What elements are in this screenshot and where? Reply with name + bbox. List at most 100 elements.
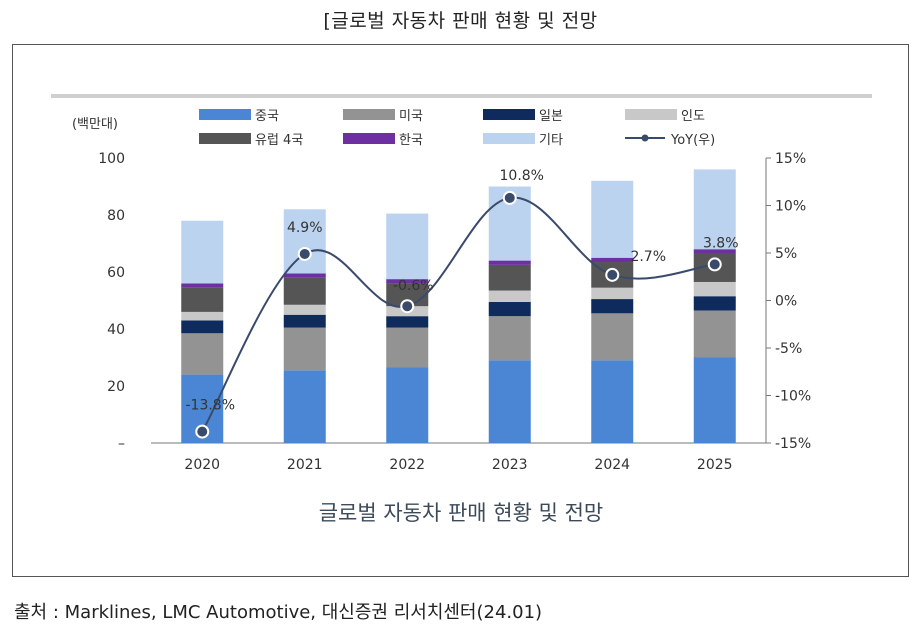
y-right-tick-label: 15% [775,151,806,167]
bar-segment-4 [181,311,224,321]
legend-marker [641,134,649,142]
yoy-data-label: 10.8% [500,168,544,184]
bar-segment-6 [181,283,224,288]
yoy-point [297,246,312,261]
source-note: 출처 : Marklines, LMC Automotive, 대신증권 리서치… [14,602,543,623]
bar-stack-2020 [181,220,224,443]
bar-segment-6 [693,249,736,254]
yoy-point [502,190,517,205]
yoy-data-label: 2.7% [630,249,666,265]
bar-segment-7 [693,169,736,250]
chart-title: 글로벌 자동차 판매 현황 및 전망 [319,501,604,525]
legend-label: 유럽 4국 [255,133,303,148]
bar-segment-1 [283,370,326,443]
bar-segment-1 [488,360,531,443]
yoy-data-label: -13.8% [185,398,235,414]
legend-label: 미국 [399,109,423,124]
legend-swatch [343,133,395,144]
bar-segment-2 [488,316,531,361]
y-right-tick-label: 10% [775,199,806,215]
y-right-tick-label: -15% [775,436,811,452]
bar-segment-7 [283,209,326,274]
legend-swatch [343,109,395,120]
bar-segment-1 [693,357,736,443]
yoy-point [605,267,620,282]
y-right-tick-label: 5% [775,246,797,262]
bar-stack-2024 [591,180,634,443]
yoy-line-path [201,196,715,433]
bar-segment-5 [283,277,326,305]
legend-item: 유럽 4국 [199,133,303,148]
bar-stack-2021 [283,209,326,443]
y-right-tick-label: -5% [775,341,802,357]
bar-segment-2 [283,327,326,371]
legend-swatch [199,133,251,144]
y-left-tick-label: 80 [107,208,125,224]
yoy-point [707,257,722,272]
bar-segment-3 [386,316,429,328]
bar-segment-4 [488,290,531,302]
bar-segment-5 [181,287,224,312]
y-left-tick-label: – [118,436,125,452]
axes: – 20 40 60 80 100 -15% -10% -5% 0% 5% 10% 15% 2020 202… [98,151,811,473]
legend-label: 일본 [539,109,563,124]
bar-segment-4 [693,281,736,297]
bar-segment-2 [693,310,736,358]
yoy-point [195,424,210,439]
yoy-data-label: 3.8% [703,235,739,251]
header-rule [51,94,872,98]
legend-item: YoY(우) [625,133,715,148]
x-tick-label: 2020 [184,457,220,473]
x-tick-label: 2023 [492,457,528,473]
bar-segment-1 [386,367,429,443]
bar-segment-5 [488,264,531,291]
bar-stack-2022 [386,213,429,443]
x-tick-label: 2025 [697,457,733,473]
bar-segment-3 [591,299,634,314]
legend-item: 미국 [343,109,423,124]
bar-segment-2 [181,333,224,375]
bar-stack-2023 [488,186,531,443]
yoy-data-label: -0.6% [393,278,434,294]
legend-label: 인도 [681,109,705,124]
legend-item: 기타 [483,133,563,148]
page-title: [글로벌 자동차 판매 현황 및 전망 [323,10,598,32]
legend-item: 중국 [199,109,279,124]
y-left-tick-label: 100 [98,151,125,167]
bar-segment-3 [181,320,224,334]
legend-item: 일본 [483,109,563,124]
bar-segment-4 [591,287,634,300]
bar-segment-3 [693,296,736,311]
bar-segment-6 [283,273,326,278]
legend-swatch [483,109,535,120]
bar-stack-2025 [693,169,736,443]
legend-swatch [199,109,251,120]
legend-label: 한국 [399,133,423,148]
yoy-line: -13.8% 4.9% -0.6% 10.8% 2.7% 3.8% [185,168,739,439]
y-right-tick-label: -10% [775,389,811,405]
y-left-tick-label: 60 [107,265,125,281]
x-tick-label: 2022 [389,457,425,473]
y-left-tick-label: 20 [107,379,125,395]
bar-segment-7 [591,180,634,258]
bar-segment-2 [386,327,429,368]
y-axis-unit-label: (백만대) [72,117,118,132]
y-right-tick-label: 0% [775,294,797,310]
legend-label: YoY(우) [670,133,715,148]
x-tick-label: 2021 [287,457,323,473]
x-tick-label: 2024 [594,457,630,473]
bar-segment-3 [283,314,326,328]
legend-label: 기타 [539,133,563,148]
bar-segment-2 [591,313,634,361]
yoy-data-label: 4.9% [287,220,323,236]
bar-segment-7 [386,213,429,280]
bar-segment-4 [283,304,326,315]
legend-swatch [625,109,677,120]
legend-item: 인도 [625,109,705,124]
legend-label: 중국 [255,109,279,124]
bar-segment-1 [591,360,634,443]
chart-frame: 중국 미국 일본 인도 유럽 4국 한국 기타 YoY(우) (백만대) – 20 40 60 80 1… [12,44,909,577]
bar-segment-6 [488,260,531,265]
